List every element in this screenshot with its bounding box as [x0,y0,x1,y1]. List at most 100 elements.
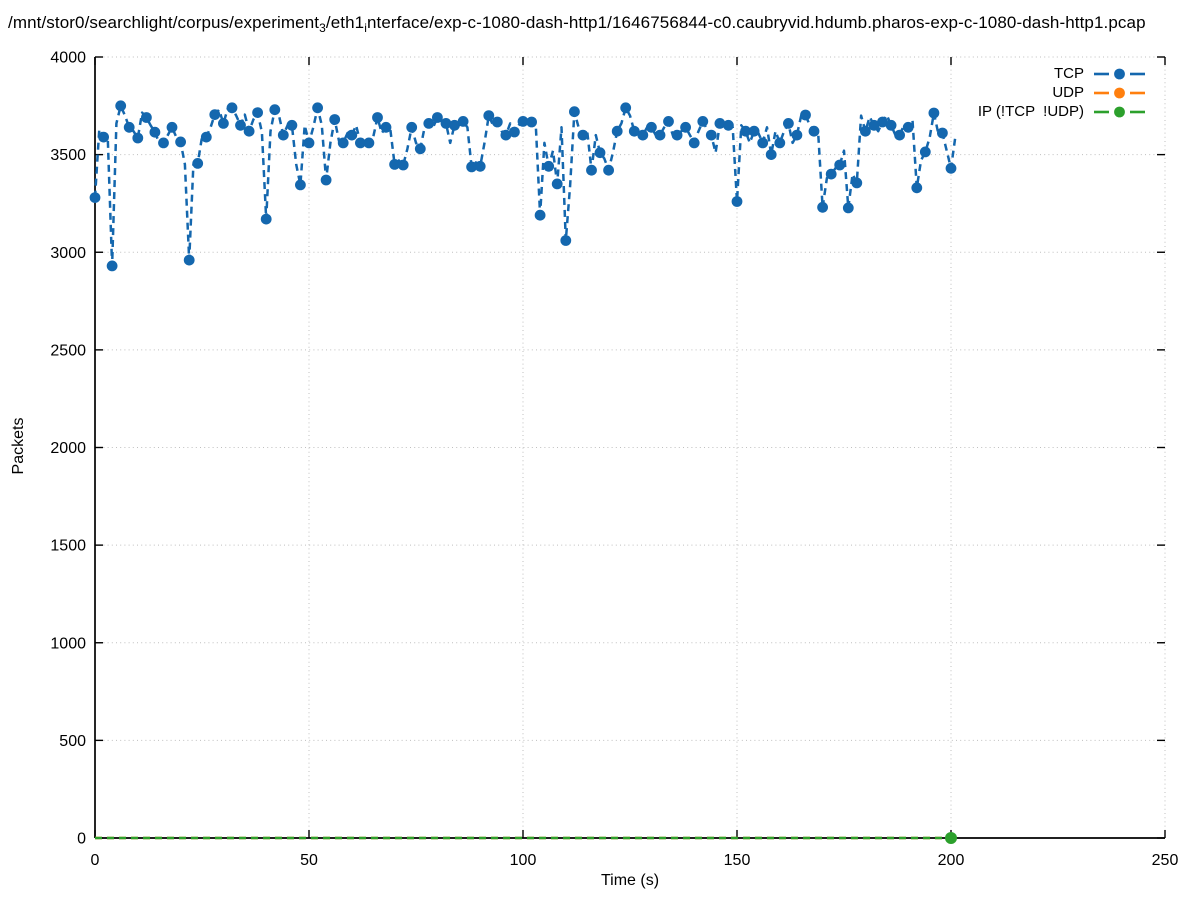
chart-title-subscript-3: 3 [319,21,326,35]
tcp-data-point [551,178,563,190]
tcp-data-point [346,129,358,141]
legend-sample-udp [1094,87,1145,98]
x-tick-label: 100 [510,852,537,869]
tcp-data-point [414,143,426,155]
tcp-data-point [457,116,469,127]
tcp-data-point [842,202,854,214]
tcp-data-point [320,174,332,186]
tcp-data-point [192,158,204,169]
tcp-data-point [380,121,392,133]
tcp-data-point [509,126,520,138]
ip-data-point [945,832,957,844]
tcp-data-point [817,201,828,213]
tcp-data-point [911,182,923,194]
legend-item-tcp: TCP [978,64,1148,83]
tcp-data-point [688,137,700,149]
tcp-data-point [235,119,246,131]
x-tick-label: 50 [300,852,318,869]
tcp-data-point [175,136,187,148]
tcp-data-point [543,160,555,172]
chart-title-subscript-i: i [364,21,367,35]
tcp-data-point [834,159,846,171]
tcp-data-point [603,164,614,176]
tcp-data-point [115,100,127,112]
tcp-data-point [945,162,957,174]
tcp-data-point [851,177,863,189]
tcp-data-point [260,213,272,225]
tcp-data-point [432,112,443,123]
y-tick-label: 500 [59,733,86,750]
tcp-data-point [183,254,195,266]
tcp-data-point [937,127,948,139]
tcp-data-point [800,109,811,121]
x-tick-label: 200 [938,852,965,869]
tcp-data-point [329,114,341,125]
y-tick-label: 0 [77,831,86,848]
tcp-data-point [226,102,238,114]
tcp-data-point [98,131,109,143]
tcp-data-point [705,129,717,141]
y-tick-label: 2500 [50,342,86,359]
tcp-data-point [569,106,580,118]
legend-sample-tcp [1094,68,1145,79]
tcp-data-point [714,118,726,129]
tcp-data-point [406,121,418,133]
tcp-data-point [277,129,289,141]
tcp-data-point [885,119,897,131]
chart-title-part3: nterface/exp-c-1080-dash-http1/164675684… [366,13,1146,32]
legend-item-ip-not-tcp-not-udp: IP (!TCP !UDP) [978,102,1148,121]
legend-sample-ip [1094,106,1145,117]
tcp-data-point [680,121,691,133]
y-tick-label: 3500 [50,147,86,164]
tcp-data-point [440,118,452,129]
tcp-data-point [731,196,743,207]
tcp-data-point [611,125,623,137]
tcp-data-point [303,137,315,149]
tcp-data-point [586,164,597,176]
x-tick-label: 150 [724,852,751,869]
y-tick-label: 4000 [50,50,86,67]
tcp-data-point [663,116,674,127]
tcp-data-point [628,125,640,137]
tcp-data-point [526,116,537,128]
tcp-data-point [355,137,366,149]
tcp-data-point [397,159,409,171]
tcp-data-point [560,235,572,246]
tcp-data-point [106,260,118,272]
tcp-data-point [474,160,486,172]
legend-label-ip: IP (!TCP !UDP) [977,103,1084,120]
chart-title: /mnt/stor0/searchlight/corpus/experiment… [8,13,1146,35]
tcp-data-point [860,125,871,137]
tcp-data-point [740,125,751,137]
tcp-data-point [825,168,837,180]
tcp-data-point [483,110,495,121]
tcp-data-point [500,129,512,141]
tcp-data-point [132,132,144,144]
tcp-data-point [372,112,383,123]
tcp-data-point [363,137,375,149]
tcp-data-point [757,137,769,149]
tcp-data-point [166,121,178,133]
tcp-data-point [765,149,777,161]
tcp-data-point [902,121,914,133]
tcp-data-point [654,129,666,141]
tcp-data-point [89,192,101,204]
tcp-data-point [141,112,152,123]
y-tick-label: 2000 [50,440,86,457]
tcp-data-point [894,129,905,141]
x-tick-label: 0 [91,852,100,869]
tcp-data-point [517,116,529,127]
tcp-data-point [218,118,229,129]
tcp-data-point [783,118,794,129]
tcp-data-point [200,131,212,143]
tcp-data-point [449,119,460,131]
tcp-data-point [791,129,803,141]
tcp-data-point [534,209,546,221]
tcp-data-point [868,119,880,131]
y-tick-label: 1000 [50,635,86,652]
tcp-data-point [877,116,888,128]
tcp-data-point [269,104,281,116]
tcp-data-point [423,118,435,129]
